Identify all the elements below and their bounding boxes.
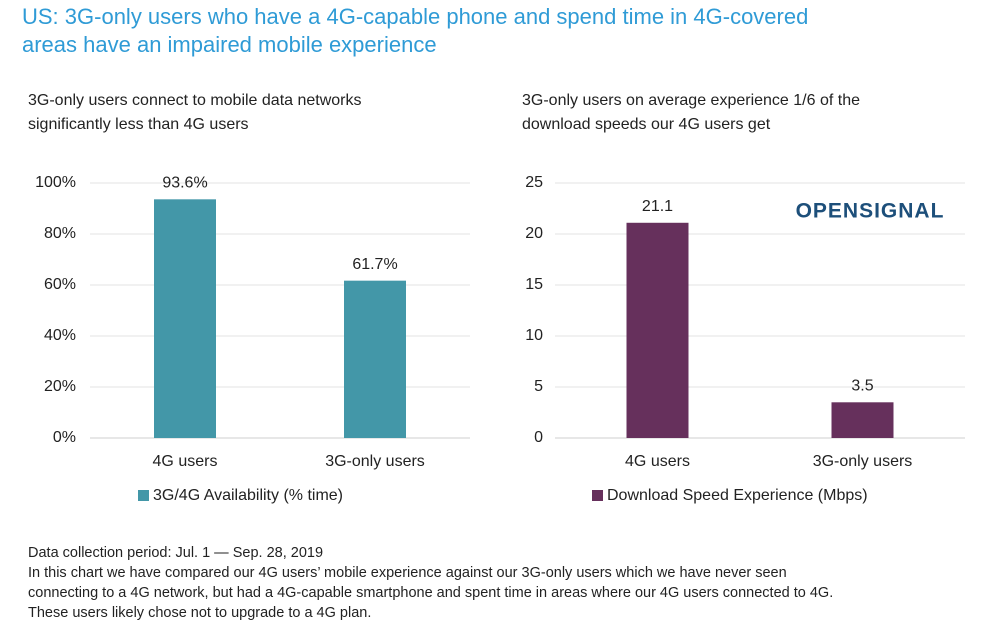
legend-label: 3G/4G Availability (% time): [153, 487, 343, 504]
value-label: 3.5: [851, 378, 873, 395]
chart-subtitle: 3G-only users connect to mobile data net…: [28, 92, 362, 109]
y-tick-label: 5: [534, 378, 543, 395]
footnote: connecting to a 4G network, but had a 4G…: [28, 585, 833, 601]
x-tick-label: 4G users: [153, 453, 218, 470]
y-tick-label: 60%: [44, 276, 76, 293]
page-title: areas have an impaired mobile experience: [22, 32, 437, 57]
footnote: These users likely chose not to upgrade …: [28, 605, 371, 621]
logo: OPENSIGNAL: [796, 200, 945, 223]
x-tick-label: 3G-only users: [325, 453, 425, 470]
legend-swatch: [138, 490, 149, 501]
value-label: 93.6%: [162, 175, 207, 192]
legend-swatch: [592, 490, 603, 501]
page-title: US: 3G-only users who have a 4G-capable …: [22, 4, 808, 29]
chart-subtitle: download speeds our 4G users get: [522, 116, 771, 133]
chart-subtitle: 3G-only users on average experience 1/6 …: [522, 92, 860, 109]
y-tick-label: 20%: [44, 378, 76, 395]
footnote: In this chart we have compared our 4G us…: [28, 565, 787, 581]
y-tick-label: 20: [525, 225, 543, 242]
legend-label: Download Speed Experience (Mbps): [607, 487, 868, 504]
value-label: 21.1: [642, 198, 673, 215]
bar: [831, 402, 894, 438]
y-tick-label: 40%: [44, 327, 76, 344]
bar: [344, 280, 406, 438]
footnote: Data collection period: Jul. 1 — Sep. 28…: [28, 545, 323, 561]
bar: [626, 222, 689, 438]
y-tick-label: 25: [525, 174, 543, 191]
chart-subtitle: significantly less than 4G users: [28, 116, 249, 133]
y-tick-label: 0: [534, 429, 543, 446]
y-tick-label: 80%: [44, 225, 76, 242]
y-tick-label: 100%: [35, 174, 76, 191]
x-tick-label: 4G users: [625, 453, 690, 470]
y-tick-label: 15: [525, 276, 543, 293]
y-tick-label: 0%: [53, 429, 76, 446]
value-label: 61.7%: [352, 256, 397, 273]
x-tick-label: 3G-only users: [813, 453, 913, 470]
y-tick-label: 10: [525, 327, 543, 344]
bar: [154, 199, 216, 438]
